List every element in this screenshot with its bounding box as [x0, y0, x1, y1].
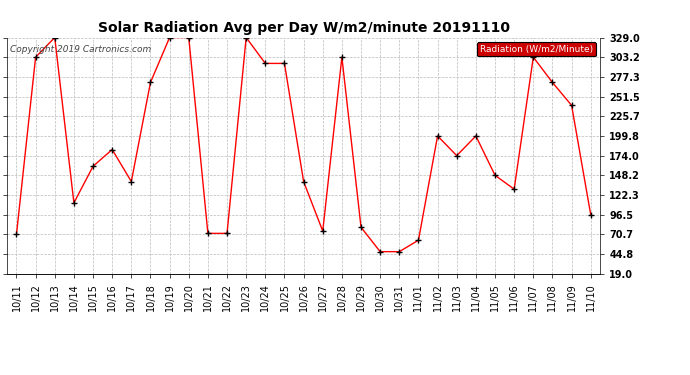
Point [260, 60, 271, 66]
Point [164, 34, 175, 40]
Text: Copyright 2019 Cartronics.com: Copyright 2019 Cartronics.com [10, 45, 151, 54]
Point [88, 163, 99, 169]
Point [432, 133, 443, 139]
Point [145, 80, 156, 86]
Point [547, 80, 558, 86]
Point [394, 249, 405, 255]
Point [279, 60, 290, 66]
Title: Solar Radiation Avg per Day W/m2/minute 20191110: Solar Radiation Avg per Day W/m2/minute … [97, 21, 510, 35]
Point [471, 133, 482, 139]
Point [528, 54, 539, 60]
Point [107, 147, 118, 153]
Point [489, 172, 500, 178]
Point [11, 231, 22, 237]
Point [221, 230, 233, 236]
Point [202, 230, 213, 236]
Point [184, 34, 195, 40]
Point [49, 34, 60, 40]
Point [566, 102, 577, 108]
Point [317, 228, 328, 234]
Point [30, 54, 41, 60]
Point [413, 237, 424, 243]
Point [509, 186, 520, 192]
Point [375, 249, 386, 255]
Point [298, 178, 309, 184]
Point [241, 34, 252, 40]
Point [451, 153, 462, 159]
Point [585, 211, 596, 217]
Point [336, 54, 347, 60]
Legend: Radiation (W/m2/Minute): Radiation (W/m2/Minute) [477, 42, 595, 56]
Point [355, 224, 366, 230]
Point [68, 200, 79, 206]
Point [126, 178, 137, 184]
